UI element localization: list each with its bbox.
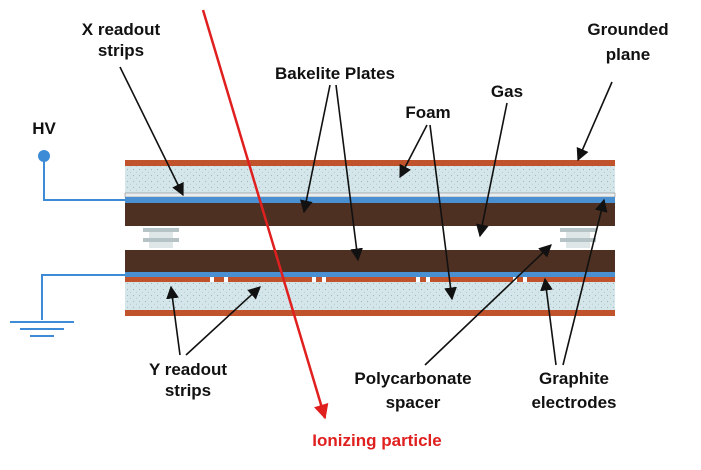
bottom-bakelite-plate xyxy=(125,250,615,272)
bottom-copper-ground-plane xyxy=(125,310,615,316)
top-graphite-electrode xyxy=(125,197,615,203)
polycarbonate-spacer-right xyxy=(560,228,596,248)
top-copper-ground-plane xyxy=(125,160,615,166)
hv-wire xyxy=(43,162,125,201)
ground-symbol xyxy=(10,321,74,337)
top-foam-layer xyxy=(125,166,615,193)
leader-arrows xyxy=(119,66,613,366)
graphite-label-line1: Graphite xyxy=(539,369,609,388)
y-readout-strips xyxy=(125,277,615,282)
hv-terminal xyxy=(38,150,50,162)
ionizing-particle-track xyxy=(201,9,329,420)
x-readout-label-line2: strips xyxy=(98,41,144,60)
x-readout-strip xyxy=(124,192,616,198)
bottom-foam-layer xyxy=(125,282,615,310)
grounded-plane-label-line2: plane xyxy=(606,45,650,64)
bottom-graphite-electrode xyxy=(125,272,615,277)
polycarbonate-spacer-left xyxy=(143,228,179,248)
foam-label: Foam xyxy=(405,103,450,122)
polycarbonate-label-line2: spacer xyxy=(386,393,441,412)
bakelite-plates-label: Bakelite Plates xyxy=(275,64,395,83)
hv-label: HV xyxy=(32,119,56,138)
ionizing-particle-label: Ionizing particle xyxy=(312,431,441,450)
gas-gap xyxy=(125,226,615,250)
graphite-label-line2: electrodes xyxy=(531,393,616,412)
y-readout-label-line2: strips xyxy=(165,381,211,400)
top-bakelite-plate xyxy=(125,203,615,226)
x-readout-label-line1: X readout xyxy=(82,20,161,39)
polycarbonate-label-line1: Polycarbonate xyxy=(354,369,471,388)
y-readout-label-line1: Y readout xyxy=(149,360,227,379)
gas-label: Gas xyxy=(491,82,523,101)
grounded-plane-label-line1: Grounded xyxy=(587,20,668,39)
ground-wire xyxy=(41,274,125,320)
